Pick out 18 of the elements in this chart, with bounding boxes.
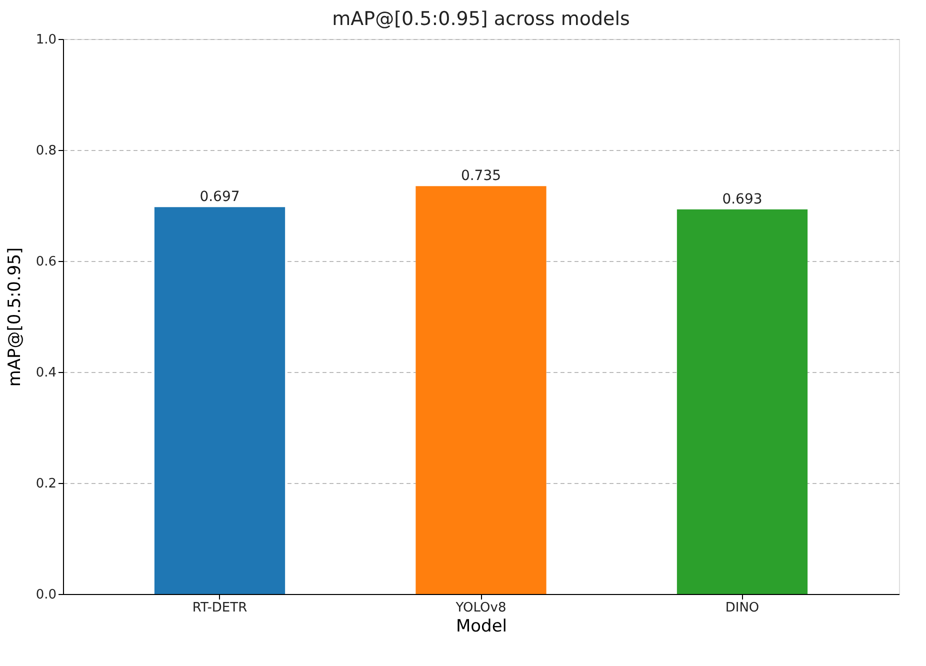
bar: [154, 207, 286, 594]
y-tick-label: 1.0: [36, 32, 56, 48]
y-tick-label: 0.0: [36, 588, 56, 602]
bar: [676, 209, 808, 594]
bar: [416, 186, 546, 594]
y-tick-label: 0.6: [36, 254, 56, 270]
y-tick-label: 0.2: [36, 476, 56, 492]
chart-title: mAP@[0.5:0.95] across models: [332, 8, 630, 30]
y-tick-label: 0.8: [36, 144, 56, 158]
x-tick-label: RT-DETR: [192, 600, 248, 616]
x-tick-label: DINO: [725, 600, 760, 616]
y-tick-label: 0.4: [36, 366, 56, 380]
data-label: 0.697: [200, 189, 240, 206]
y-axis-title: mAP@[0.5:0.95]: [4, 247, 25, 387]
data-label: 0.693: [722, 191, 762, 208]
data-label: 0.735: [460, 168, 502, 184]
x-axis-title: Model: [456, 616, 508, 636]
x-tick-label: YOLOv8: [454, 600, 506, 616]
